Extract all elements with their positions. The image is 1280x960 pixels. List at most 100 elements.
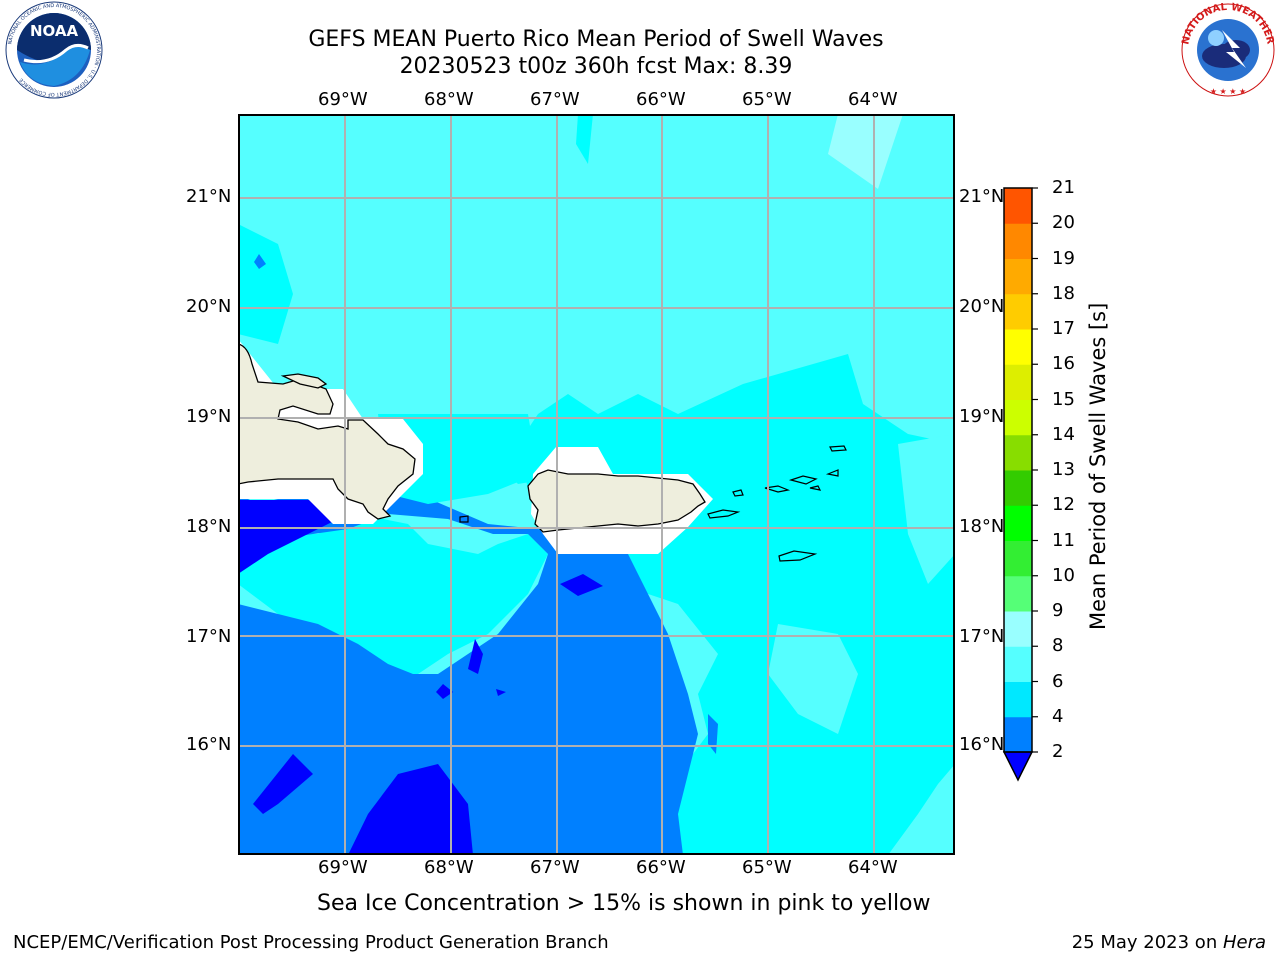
colorbar-tick-label: 18 [1052,282,1075,304]
colorbar-tick-label: 9 [1052,600,1064,621]
map-frame [238,114,955,855]
colorbar [1000,186,1040,786]
footer-branch: NCEP/EMC/Verification Post Processing Pr… [13,932,609,953]
colorbar-bin [1004,329,1032,365]
land-culebra [732,489,744,497]
right-lat-label-20n: 20°N [959,296,1005,317]
bottom-lon-label-68w: 68°W [424,857,474,878]
left-lat-label-17n: 17°N [186,626,232,647]
left-lat-label-16n: 16°N [186,734,232,755]
contour-blue-south [238,474,698,855]
bottom-lon-label-67w: 67°W [530,857,580,878]
top-lon-label-67w: 67°W [530,89,580,110]
top-lon-label-68w: 68°W [424,89,474,110]
colorbar-tick-label: 17 [1052,318,1075,339]
nws-logo: NATIONAL WEATHER SERVICE ★ ★ ★ ★ [1174,0,1278,100]
colorbar-bin [1004,293,1032,330]
colorbar-tick-label: 16 [1052,353,1075,375]
land-tortuga [280,373,328,389]
colorbar-bin [1004,188,1032,224]
map-title: GEFS MEAN Puerto Rico Mean Period of Swe… [308,27,884,52]
contour-light-ne [828,114,903,189]
contour-darkblue-spot-3 [436,684,453,699]
contour-blue-spot-east [708,714,718,754]
contour-darkblue-sw [253,754,313,814]
land-virgin-islands-2 [788,475,818,485]
footer-date: 25 May 2023 on Hera [1071,932,1266,953]
colorbar-bin [1004,540,1032,577]
land-hispaniola [237,343,416,520]
colorbar-tick-label: 10 [1052,564,1075,586]
contour-cyan-north [576,114,593,164]
colorbar-bin [1004,364,1032,400]
bottom-lon-label-65w: 65°W [742,857,792,878]
graticule [238,114,955,855]
contour-cyan-nw [238,224,293,344]
bottom-lon-label-66w: 66°W [636,857,686,878]
colorbar-bin [1004,434,1032,471]
svg-text:NOAA: NOAA [30,22,79,40]
right-lat-label-16n: 16°N [959,734,1005,755]
right-lat-label-18n: 18°N [959,516,1005,537]
top-lon-label-65w: 65°W [742,89,792,110]
contour-cyan-west [238,514,548,674]
contour-darkblue-south [348,764,473,855]
land-virgin-islands-4 [825,469,839,477]
colorbar-tick-label: 20 [1052,212,1075,234]
contour-darkblue-sw-corner [238,500,348,574]
right-lat-label-21n: 21°N [959,186,1005,207]
colorbar-tick-label: 11 [1052,529,1075,551]
bottom-lon-label-69w: 69°W [318,857,368,878]
land-puerto-rico [527,469,706,533]
right-lat-label-19n: 19°N [959,406,1005,427]
colorbar-bin [1004,470,1032,506]
left-lat-label-21n: 21°N [186,186,232,207]
colorbar-bin [1004,681,1032,718]
colorbar-bin [1004,399,1032,436]
map-subtitle: 20230523 t00z 360h fcst Max: 8.39 [399,54,793,79]
colorbar-under-extension [1002,751,1034,782]
bottom-lon-label-64w: 64°W [848,857,898,878]
land-anegada [829,445,847,452]
colorbar-tick-label: 15 [1052,388,1075,410]
colorbar-bin [1004,646,1032,682]
colorbar-tick-label: 4 [1052,705,1064,727]
colorbar-tick-label: 13 [1052,459,1075,480]
sea-ice-note: Sea Ice Concentration > 15% is shown in … [317,891,931,916]
left-lat-label-20n: 20°N [186,296,232,317]
right-lat-label-17n: 17°N [959,626,1005,647]
land-vieques [707,509,741,519]
contour-darkblue-spot-2 [560,574,603,596]
top-lon-label-66w: 66°W [636,89,686,110]
colorbar-tick-label: 19 [1052,247,1075,269]
map-panel [237,114,955,855]
noaa-logo: NOAA NATIONAL OCEANIC AND ATMOSPHERIC AD… [4,0,104,100]
colorbar-tick-label: 2 [1052,741,1064,762]
land-mona-island [459,515,469,523]
top-lon-label-69w: 69°W [318,89,368,110]
contour-light-east-1 [768,624,858,734]
colorbar-bin [1004,258,1032,295]
svg-text:★ ★ ★ ★: ★ ★ ★ ★ [1210,87,1246,96]
contour-darkblue-spot-1 [468,639,483,674]
land-st-croix [778,550,818,562]
colorbar-bin [1004,505,1032,541]
top-lon-label-64w: 64°W [848,89,898,110]
colorbar-bin [1004,575,1032,612]
colorbar-tick-label: 21 [1052,177,1075,198]
colorbar-tick-label: 6 [1052,670,1064,692]
colorbar-bin [1004,716,1032,753]
contour-cyan-shelf [378,414,538,504]
colorbar-label: Mean Period of Swell Waves [s] [1086,302,1110,630]
land-virgin-islands-3 [809,485,822,491]
colorbar-tick-label: 8 [1052,635,1064,657]
colorbar-tick-label: 12 [1052,494,1075,516]
contour-darkblue-spot-5 [254,254,266,269]
left-lat-label-19n: 19°N [186,406,232,427]
colorbar-tick-label: 14 [1052,423,1075,445]
contour-light-east-2 [898,434,955,584]
left-lat-label-18n: 18°N [186,516,232,537]
colorbar-bin [1004,611,1032,647]
colorbar-bin [1004,223,1032,259]
footer-host: Hera [1222,932,1266,953]
